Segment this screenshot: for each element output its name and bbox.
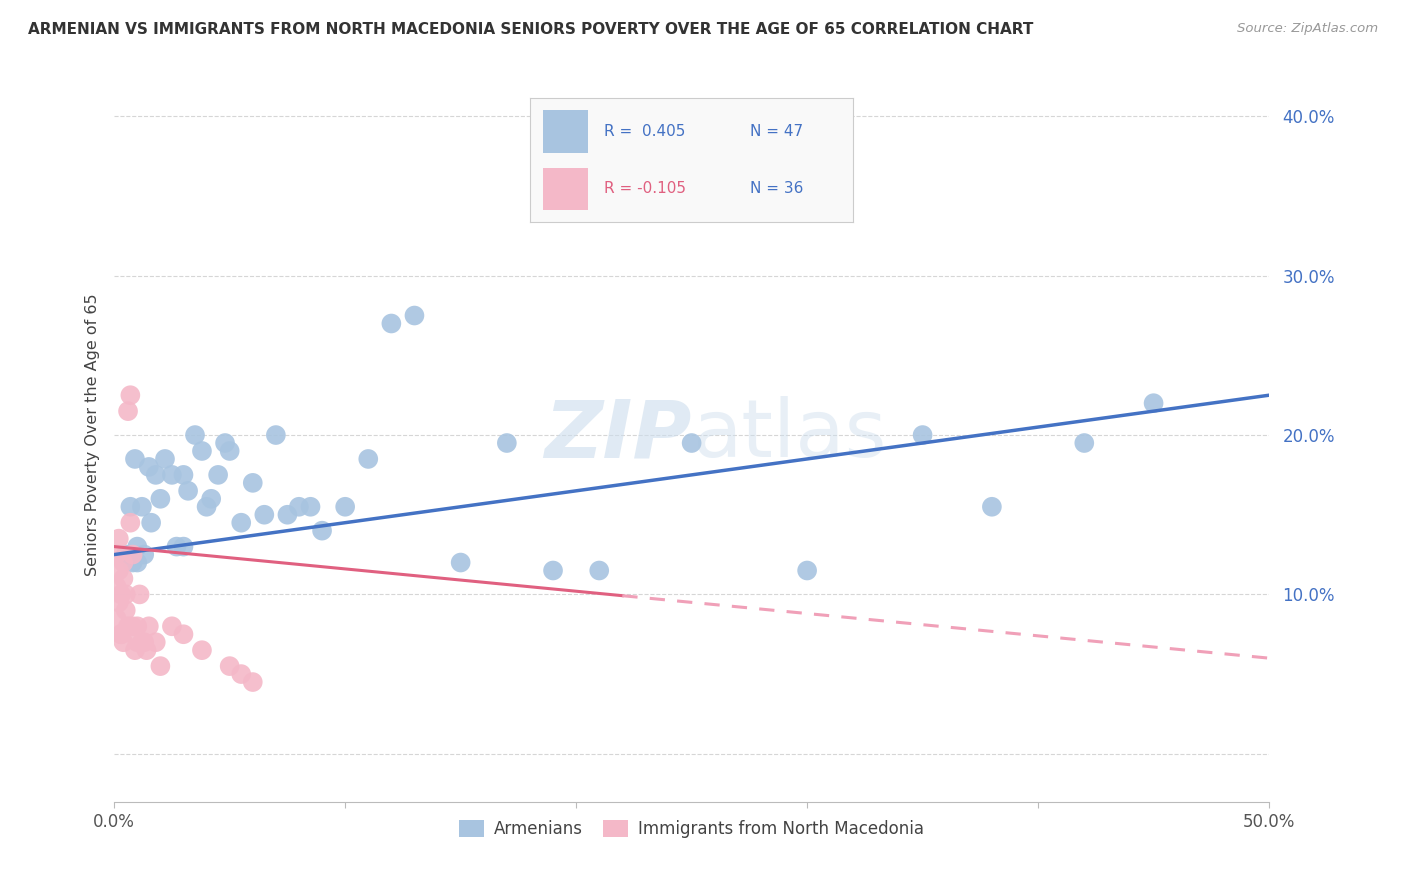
Point xyxy=(153,452,176,467)
Point xyxy=(218,444,240,458)
Point xyxy=(200,491,222,506)
Point xyxy=(114,603,136,617)
Y-axis label: Seniors Poverty Over the Age of 65: Seniors Poverty Over the Age of 65 xyxy=(86,293,100,576)
Point xyxy=(110,627,132,641)
Point xyxy=(108,564,131,578)
Point xyxy=(105,611,128,625)
Text: ARMENIAN VS IMMIGRANTS FROM NORTH MACEDONIA SENIORS POVERTY OVER THE AGE OF 65 C: ARMENIAN VS IMMIGRANTS FROM NORTH MACEDO… xyxy=(28,22,1033,37)
Point xyxy=(166,540,188,554)
Text: Source: ZipAtlas.com: Source: ZipAtlas.com xyxy=(1237,22,1378,36)
Point xyxy=(110,627,132,641)
Point xyxy=(131,500,153,514)
Point xyxy=(108,532,131,546)
Point xyxy=(117,619,139,633)
Point xyxy=(112,556,135,570)
Point xyxy=(191,444,214,458)
Point xyxy=(127,540,149,554)
Point xyxy=(1073,436,1095,450)
Point xyxy=(105,548,128,562)
Point xyxy=(380,317,402,331)
Point xyxy=(311,524,333,538)
Point xyxy=(681,436,703,450)
Point xyxy=(191,643,214,657)
Point xyxy=(121,548,143,562)
Point xyxy=(980,500,1002,514)
Point xyxy=(110,587,132,601)
Point xyxy=(120,388,142,402)
Point xyxy=(138,459,160,474)
Point xyxy=(145,467,167,482)
Point xyxy=(541,564,564,578)
Point xyxy=(299,500,322,514)
Point xyxy=(134,548,156,562)
Point xyxy=(114,548,136,562)
Point xyxy=(172,627,194,641)
Point xyxy=(127,619,149,633)
Point xyxy=(127,556,149,570)
Point xyxy=(127,635,149,649)
Point xyxy=(160,467,183,482)
Point xyxy=(242,475,264,490)
Point xyxy=(112,635,135,649)
Point xyxy=(124,643,146,657)
Point xyxy=(911,428,934,442)
Point xyxy=(195,500,218,514)
Point xyxy=(139,516,162,530)
Point xyxy=(121,556,143,570)
Point xyxy=(588,564,610,578)
Point xyxy=(242,675,264,690)
Point xyxy=(796,564,818,578)
Text: ZIP: ZIP xyxy=(544,396,692,474)
Legend: Armenians, Immigrants from North Macedonia: Armenians, Immigrants from North Macedon… xyxy=(453,813,931,845)
Point xyxy=(124,452,146,467)
Point xyxy=(357,452,380,467)
Point xyxy=(160,619,183,633)
Point xyxy=(149,659,172,673)
Point xyxy=(214,436,236,450)
Point xyxy=(288,500,311,514)
Point xyxy=(184,428,207,442)
Point xyxy=(253,508,276,522)
Point xyxy=(276,508,298,522)
Point xyxy=(450,556,472,570)
Point xyxy=(131,635,153,649)
Point xyxy=(120,500,142,514)
Point xyxy=(218,659,240,673)
Text: atlas: atlas xyxy=(692,396,886,474)
Point xyxy=(172,467,194,482)
Point xyxy=(172,540,194,554)
Point xyxy=(135,643,157,657)
Point xyxy=(134,635,156,649)
Point xyxy=(231,516,253,530)
Point xyxy=(138,619,160,633)
Point xyxy=(1142,396,1164,410)
Point xyxy=(495,436,517,450)
Point xyxy=(231,667,253,681)
Point xyxy=(149,491,172,506)
Point xyxy=(404,309,426,323)
Point xyxy=(117,404,139,418)
Point xyxy=(177,483,200,498)
Point xyxy=(112,572,135,586)
Point xyxy=(105,579,128,593)
Point xyxy=(264,428,287,442)
Point xyxy=(128,587,150,601)
Point xyxy=(114,587,136,601)
Point xyxy=(108,595,131,609)
Point xyxy=(121,619,143,633)
Point xyxy=(145,635,167,649)
Point xyxy=(120,516,142,530)
Point xyxy=(333,500,356,514)
Point xyxy=(207,467,229,482)
